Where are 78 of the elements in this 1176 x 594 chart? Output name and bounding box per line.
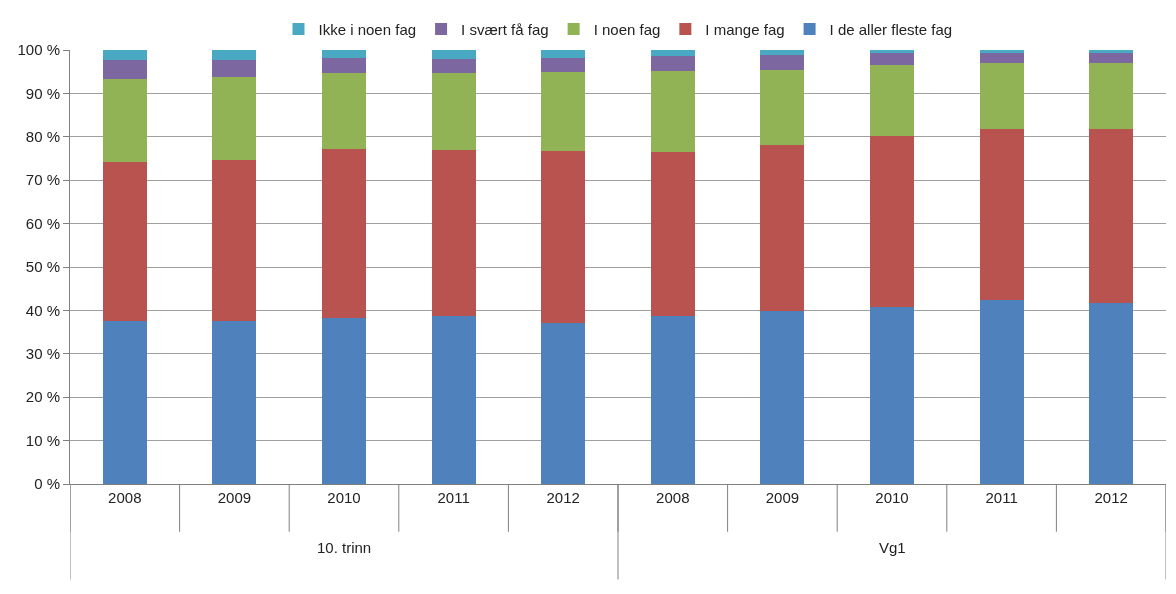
y-tick-label: 80 % [25, 128, 60, 146]
y-tick-label: 50 % [25, 258, 60, 276]
bar [650, 70, 695, 153]
x-tick-label: 2011 [437, 489, 470, 506]
bar [760, 69, 805, 146]
x-tick-label: 2009 [217, 489, 252, 506]
bar [541, 57, 586, 72]
x-tick-label: 2010 [327, 489, 361, 506]
bar [870, 50, 914, 54]
bar [760, 311, 805, 484]
text: 10. trinn [317, 539, 372, 556]
bar [1089, 128, 1134, 303]
bar [870, 53, 914, 65]
bar [102, 59, 147, 79]
bar [1089, 63, 1134, 129]
bar [541, 50, 586, 58]
bar [760, 55, 805, 70]
y-tick-label: 40 % [25, 301, 60, 319]
x-tick-label: 2008 [108, 489, 142, 506]
bar [322, 73, 366, 149]
bar [102, 78, 147, 163]
bar [979, 128, 1024, 300]
bar [322, 50, 366, 58]
y-tick-label: 10 % [25, 431, 60, 449]
bar [650, 55, 695, 71]
x-tick-label: 2012 [1094, 489, 1128, 506]
bar [541, 150, 586, 323]
bar [541, 322, 586, 484]
bar [102, 321, 147, 484]
y-tick-label: 70 % [25, 171, 60, 189]
bar [650, 152, 695, 317]
y-tick-label: 100 % [17, 41, 60, 59]
bar [212, 50, 257, 60]
x-tick-label: 2012 [546, 489, 580, 506]
bar [322, 148, 366, 318]
bar [979, 52, 1024, 64]
y-tick-label: 0 % [34, 475, 60, 493]
y-tick-label: 60 % [25, 214, 60, 232]
legend-label: I noen fag [593, 20, 661, 38]
bar [322, 57, 366, 73]
bar [431, 59, 476, 73]
bar [760, 145, 805, 312]
bar [870, 64, 914, 136]
x-tick-label: 2010 [875, 489, 909, 506]
legend-label: I mange fag [705, 20, 785, 38]
bar [212, 59, 257, 77]
bar [1089, 50, 1134, 53]
bar [102, 50, 147, 60]
bar [870, 306, 914, 484]
bar [212, 160, 257, 322]
legend-label: I svært få fag [461, 20, 549, 38]
bar [1089, 302, 1134, 484]
bar [650, 316, 695, 484]
bar [431, 50, 476, 60]
bar [102, 162, 147, 322]
y-tick-label: 90 % [25, 84, 60, 102]
legend-label: Ikke i noen fag [318, 20, 417, 38]
bar [870, 135, 914, 307]
bar [322, 317, 366, 484]
x-tick-label: 2011 [985, 489, 1018, 506]
legend-label: I de aller fleste fag [829, 20, 953, 38]
bar [979, 299, 1024, 484]
bar [979, 63, 1024, 129]
bar [431, 316, 476, 484]
y-tick-label: 30 % [25, 345, 60, 363]
bar [431, 149, 476, 317]
bar [760, 50, 805, 56]
x-tick-label: 2009 [765, 489, 800, 506]
bar [431, 73, 476, 150]
bar [650, 50, 695, 56]
bar [979, 50, 1024, 53]
text: Vg1 [879, 539, 906, 556]
y-tick-label: 20 % [25, 388, 60, 406]
x-tick-label: 2008 [656, 489, 690, 506]
bar [541, 71, 586, 151]
bar [212, 76, 257, 161]
bar [1089, 52, 1134, 64]
bar [212, 321, 257, 484]
